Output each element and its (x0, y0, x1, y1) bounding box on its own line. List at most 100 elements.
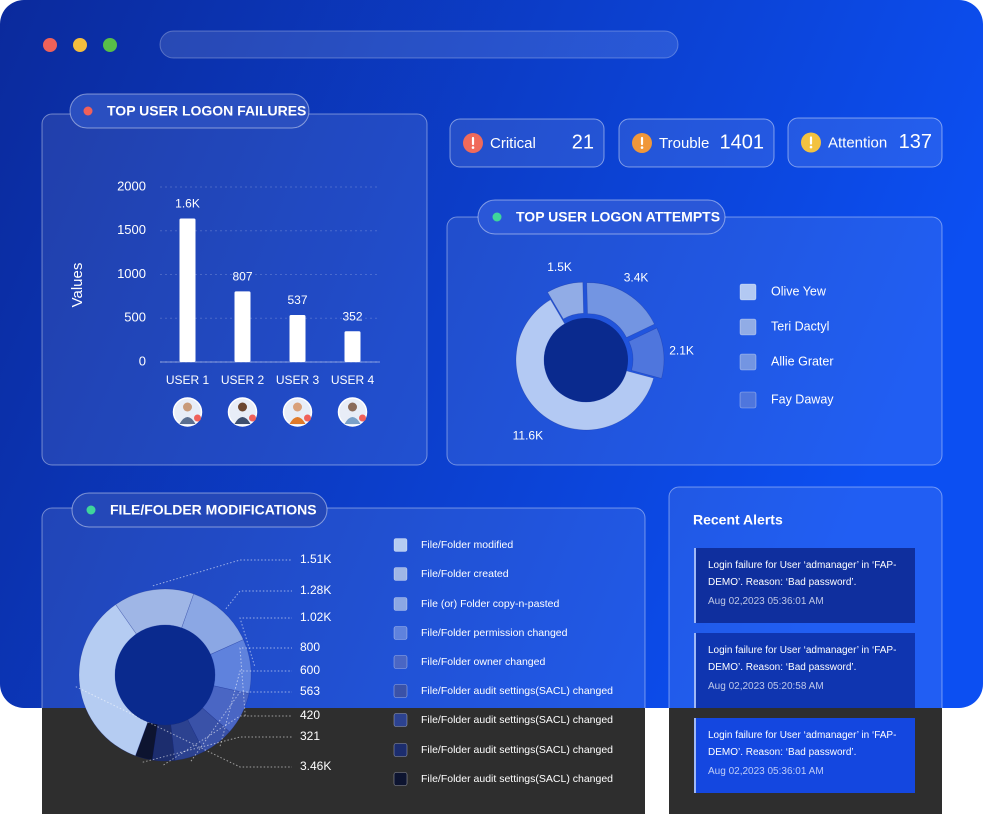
donut-slice (628, 327, 665, 379)
legend-swatch (739, 353, 757, 371)
avatar-badge (304, 414, 311, 422)
legend-swatch (393, 713, 408, 727)
bar (289, 315, 306, 362)
alert-message: Login failure for User ‘admanager’ in ‘F… (708, 560, 897, 588)
value-label: 420 (300, 708, 320, 722)
status-card (449, 118, 605, 168)
avatar-head (183, 402, 192, 412)
y-axis-label: Values (69, 263, 86, 308)
status-card (787, 117, 943, 168)
legend-swatch (393, 597, 408, 611)
legend-label: Allie Grater (771, 354, 834, 368)
x-tick-label: USER 4 (331, 373, 375, 387)
leader-line (190, 691, 292, 762)
value-label: 800 (300, 640, 320, 654)
avatar-head (238, 402, 247, 412)
donut-slice (547, 281, 584, 320)
alert-time: Aug 02,2023 05:20:58 AM (708, 681, 824, 692)
legend-swatch (393, 684, 408, 698)
legend-swatch (393, 538, 408, 552)
legend-label: File/Folder permission changed (421, 627, 568, 639)
legend-swatch (393, 626, 408, 640)
legend-label: File/Folder audit settings(SACL) changed (421, 714, 613, 726)
legend-swatch (393, 743, 408, 757)
title-pill (69, 93, 310, 129)
card-title: TOP USER LOGON ATTEMPTS (516, 209, 720, 225)
alert-box (694, 548, 915, 623)
avatar-body (179, 417, 196, 424)
bar (179, 218, 196, 362)
leader-line (239, 617, 292, 666)
x-tick-label: USER 3 (276, 373, 320, 387)
status-value: 21 (572, 131, 594, 153)
y-tick-label: 0 (139, 353, 146, 368)
status-icon-glyph (809, 145, 813, 149)
legend-label: Olive Yew (771, 284, 827, 298)
app-window (0, 0, 983, 708)
legend-swatch (393, 655, 408, 669)
legend-label: Teri Dactyl (771, 319, 829, 333)
avatar-body (289, 417, 306, 424)
address-bar[interactable] (159, 30, 679, 59)
bar (344, 331, 361, 362)
y-tick-label: 1000 (117, 266, 146, 281)
avatar-badge (249, 414, 256, 422)
legend-label: File/Folder modified (421, 539, 513, 551)
value-label: 807 (232, 270, 252, 284)
alert-time: Aug 02,2023 05:36:01 AM (708, 766, 824, 777)
status-dot (492, 212, 502, 222)
avatar-head (293, 402, 302, 412)
avatar-body (344, 417, 361, 424)
value-label: 1.51K (300, 552, 331, 566)
avatar-head (348, 402, 357, 412)
window-minimize[interactable] (73, 38, 87, 52)
value-label: 563 (300, 684, 320, 698)
status-label: Critical (490, 135, 536, 152)
value-label: 1.6K (175, 197, 200, 211)
alert-box (694, 633, 915, 708)
legend-label: File (or) Folder copy-n-pasted (421, 598, 559, 610)
bar (234, 291, 251, 362)
legend-swatch (739, 391, 757, 409)
donut-hole (544, 318, 628, 402)
x-tick-label: USER 1 (166, 373, 210, 387)
avatar-body (234, 417, 251, 424)
status-icon-glyph (640, 146, 644, 149)
legend-label: File/Folder created (421, 568, 509, 580)
alerts-list (694, 548, 915, 793)
value-label: 321 (300, 729, 320, 743)
alert-time: Aug 02,2023 05:36:01 AM (708, 596, 824, 607)
x-tick-label: USER 2 (221, 373, 265, 387)
card-title: Recent Alerts (693, 512, 783, 528)
value-label: 600 (300, 663, 320, 677)
value-label: 537 (287, 293, 307, 307)
y-tick-label: 1500 (117, 222, 146, 237)
legend-swatch (739, 318, 757, 336)
value-label: 3.4K (624, 270, 649, 284)
value-label: 352 (342, 309, 362, 323)
leader-line (219, 670, 292, 747)
leader-line (239, 647, 292, 716)
donut-hole (115, 625, 215, 725)
legend-swatch (739, 283, 757, 301)
avatar-badge (359, 414, 366, 422)
value-label: 1.02K (300, 610, 331, 624)
status-label: Trouble (659, 135, 709, 152)
status-card (618, 118, 775, 168)
value-label: 11.6K (513, 429, 543, 443)
status-value: 137 (899, 131, 932, 153)
value-label: 1.28K (300, 583, 331, 597)
alert-message: Login failure for User ‘admanager’ in ‘F… (708, 645, 897, 673)
legend-swatch (393, 772, 408, 786)
y-tick-label: 500 (124, 310, 146, 325)
avatar-badge (194, 414, 201, 422)
value-label: 2.1K (669, 343, 694, 357)
legend-label: File/Folder audit settings(SACL) changed (421, 744, 613, 756)
alert-box (694, 718, 915, 793)
legend-label: Fay Daway (771, 392, 834, 406)
window-close[interactable] (43, 38, 57, 52)
card-title: TOP USER LOGON FAILURES (107, 103, 306, 119)
window-maximize[interactable] (103, 38, 117, 52)
